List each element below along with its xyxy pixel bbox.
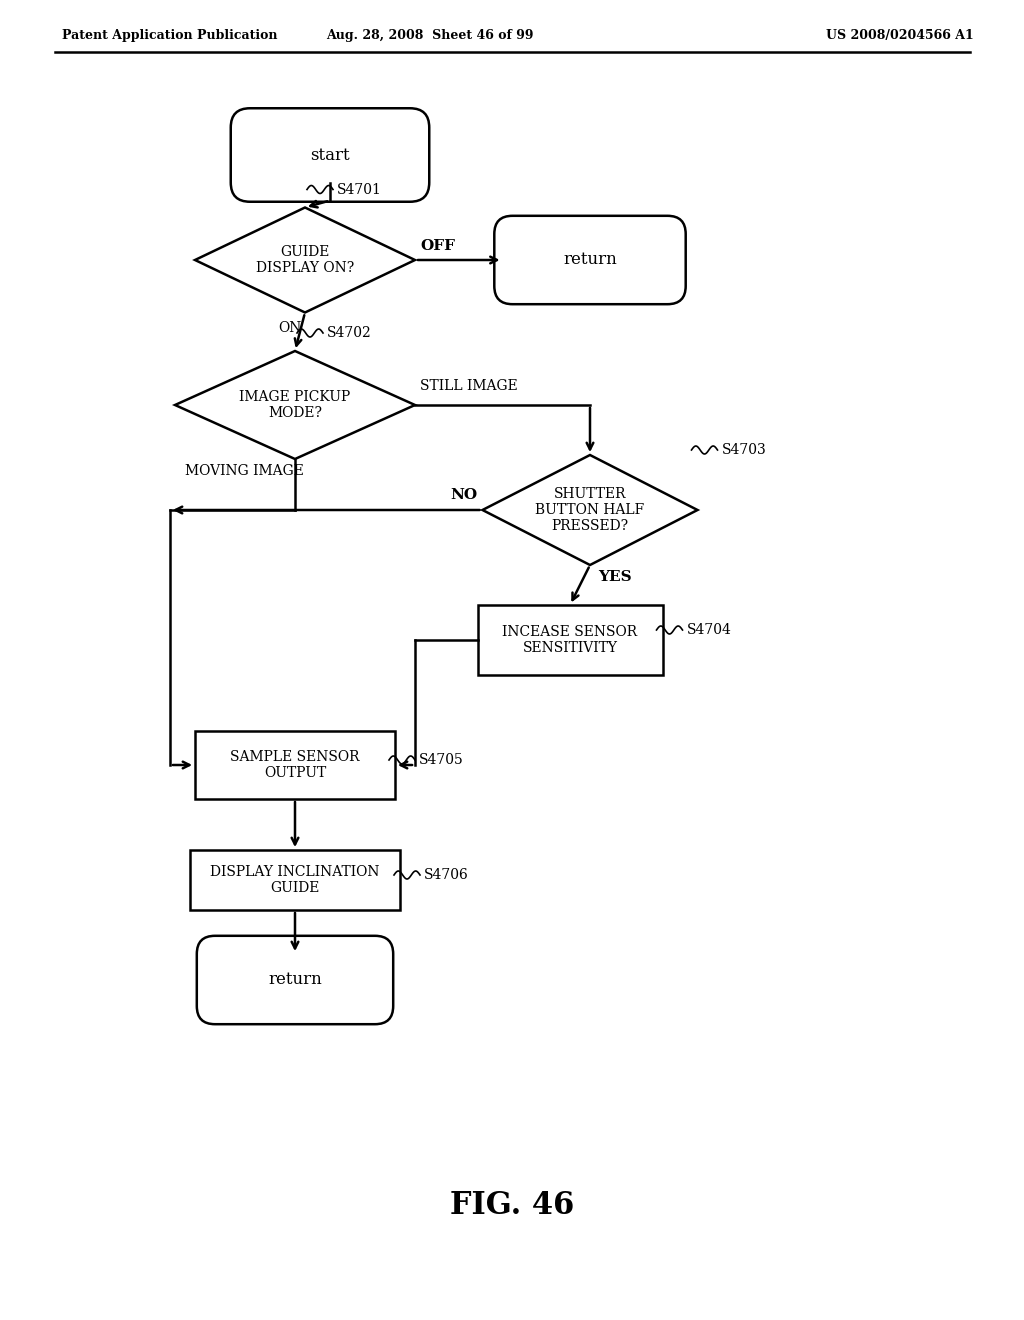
Text: S4702: S4702 [327, 326, 372, 341]
Polygon shape [482, 455, 697, 565]
Polygon shape [175, 351, 415, 459]
Text: S4704: S4704 [686, 623, 731, 638]
Bar [195, 731, 395, 799]
Text: INCEASE SENSOR
SENSITIVITY: INCEASE SENSOR SENSITIVITY [503, 624, 638, 655]
Text: S4701: S4701 [337, 182, 382, 197]
Text: YES: YES [598, 570, 632, 583]
Polygon shape [195, 207, 415, 313]
FancyBboxPatch shape [495, 215, 686, 304]
Text: SHUTTER
BUTTON HALF
PRESSED?: SHUTTER BUTTON HALF PRESSED? [536, 487, 645, 533]
Text: IMAGE PICKUP
MODE?: IMAGE PICKUP MODE? [240, 389, 350, 420]
Text: DISPLAY INCLINATION
GUIDE: DISPLAY INCLINATION GUIDE [210, 865, 380, 895]
Text: ON: ON [279, 321, 302, 334]
Bar [477, 605, 663, 675]
Text: STILL IMAGE: STILL IMAGE [420, 379, 518, 393]
Text: MOVING IMAGE: MOVING IMAGE [185, 465, 304, 478]
Text: return: return [268, 972, 322, 989]
Text: S4706: S4706 [424, 869, 469, 882]
Text: return: return [563, 252, 616, 268]
Text: S4703: S4703 [722, 444, 766, 457]
Text: SAMPLE SENSOR
OUTPUT: SAMPLE SENSOR OUTPUT [230, 750, 359, 780]
Text: OFF: OFF [420, 239, 455, 253]
Text: FIG. 46: FIG. 46 [450, 1189, 574, 1221]
FancyBboxPatch shape [230, 108, 429, 202]
Text: start: start [310, 147, 350, 164]
FancyBboxPatch shape [197, 936, 393, 1024]
Text: US 2008/0204566 A1: US 2008/0204566 A1 [826, 29, 974, 41]
Text: S4705: S4705 [419, 752, 464, 767]
Text: NO: NO [451, 488, 477, 502]
Text: GUIDE
DISPLAY ON?: GUIDE DISPLAY ON? [256, 246, 354, 275]
Text: Aug. 28, 2008  Sheet 46 of 99: Aug. 28, 2008 Sheet 46 of 99 [327, 29, 534, 41]
Bar [190, 850, 400, 909]
Text: Patent Application Publication: Patent Application Publication [62, 29, 278, 41]
